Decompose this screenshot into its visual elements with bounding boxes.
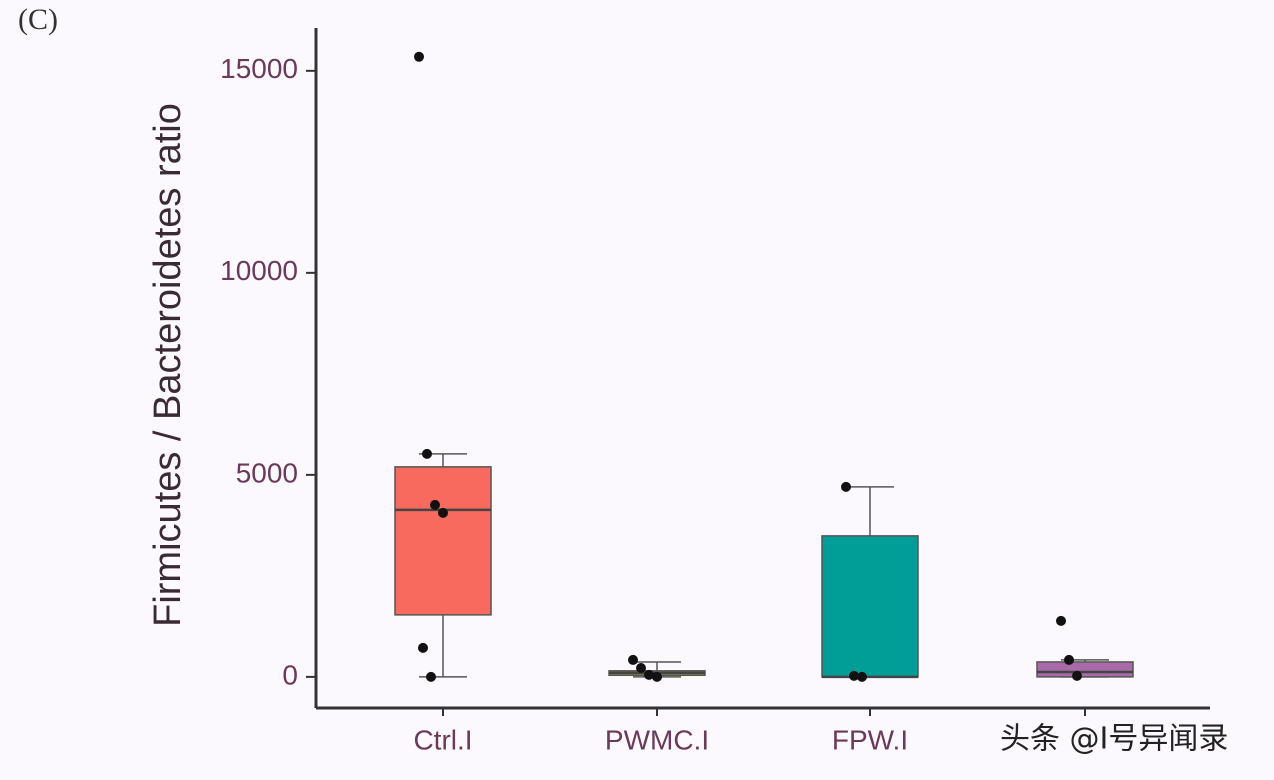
box [394, 466, 492, 616]
data-point [1064, 654, 1074, 665]
data-point [841, 481, 851, 492]
y-tick-label: 5000 [236, 457, 298, 488]
data-point [418, 642, 428, 653]
data-point [628, 654, 638, 665]
data-point [636, 663, 646, 673]
data-point [849, 670, 859, 681]
data-point [644, 669, 654, 680]
data-point [652, 671, 662, 682]
y-axis-title: Firmicutes / Bacteroidetes ratio [147, 103, 189, 627]
x-tick-label: FPW.I [832, 724, 908, 755]
x-tick-label: PWMC.I [605, 724, 709, 755]
data-point [426, 671, 436, 682]
data-point [430, 499, 440, 510]
panel-label: (C) [18, 3, 58, 36]
y-tick-label: 0 [282, 659, 298, 690]
y-tick-label: 15000 [220, 53, 298, 84]
data-point [1072, 670, 1082, 681]
watermark: 头条 @I号异闻录 [1000, 722, 1228, 757]
data-point [438, 507, 448, 518]
x-tick-label: Ctrl.I [413, 724, 472, 755]
data-point [414, 51, 424, 62]
y-tick-label: 10000 [220, 255, 298, 286]
data-point [422, 448, 432, 459]
box [1036, 661, 1134, 678]
data-point [857, 671, 867, 682]
box [821, 535, 919, 678]
data-point [1056, 615, 1066, 626]
